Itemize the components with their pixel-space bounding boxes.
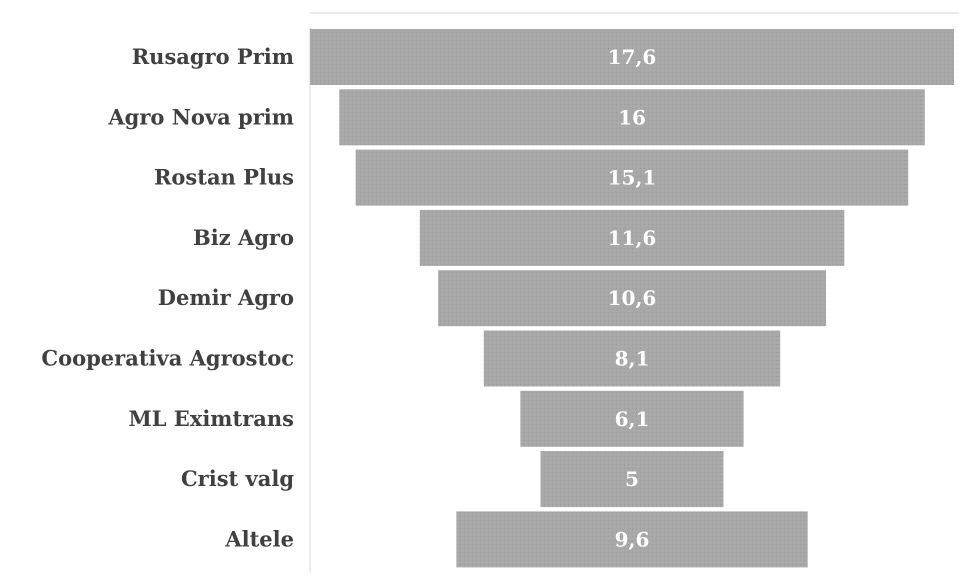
- bar-6: [483, 330, 781, 387]
- category-label: Altele: [224, 526, 294, 551]
- value-label: 15,1: [608, 166, 657, 190]
- value-label: 5: [625, 467, 639, 491]
- bars-layer: [310, 29, 954, 568]
- value-labels: 17,6 16 15,1 11,6 10,6 8,1 6,1 5 9,6: [608, 45, 657, 551]
- category-label: Cooperativa Agrostoc: [41, 346, 294, 371]
- bar-2: [339, 89, 925, 146]
- category-label: Crist valg: [181, 466, 294, 491]
- value-label: 16: [618, 105, 646, 129]
- bar-9: [456, 511, 808, 568]
- value-label: 17,6: [608, 45, 657, 69]
- bar-1: [310, 29, 954, 85]
- bar-8: [540, 451, 724, 508]
- category-labels: Rusagro Prim Agro Nova prim Rostan Plus Biz…: [41, 44, 294, 551]
- category-label: Demir Agro: [158, 285, 294, 310]
- value-label: 10,6: [608, 286, 657, 310]
- value-label: 6,1: [615, 407, 650, 431]
- value-label: 11,6: [608, 226, 657, 250]
- category-label: Agro Nova prim: [107, 104, 294, 129]
- bar-3: [355, 149, 909, 206]
- category-label: Rusagro Prim: [132, 44, 294, 69]
- category-label: ML Eximtrans: [128, 406, 294, 431]
- value-label: 9,6: [615, 527, 650, 551]
- bar-4: [419, 209, 845, 266]
- value-label: 8,1: [615, 347, 650, 371]
- category-label: Rostan Plus: [154, 165, 294, 190]
- bar-5: [438, 270, 826, 327]
- category-label: Biz Agro: [193, 225, 294, 250]
- bar-7: [520, 390, 744, 447]
